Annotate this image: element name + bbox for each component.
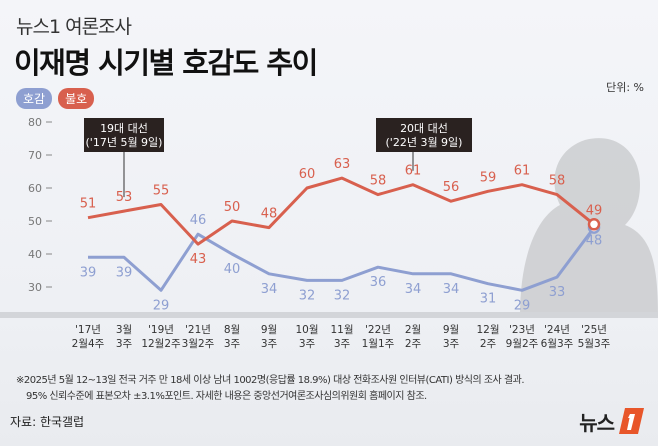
data-label: 39 xyxy=(80,265,97,280)
footnote-1: ※2025년 5월 12~13일 전국 거주 만 18세 이상 남녀 1002명… xyxy=(16,375,525,386)
kicker: 뉴스1 여론조사 xyxy=(16,16,132,38)
annotation-title: 20대 대선 xyxy=(400,122,448,135)
x-tick-label: '23년 xyxy=(509,324,535,336)
data-label: 56 xyxy=(443,180,460,195)
x-tick-label: '19년 xyxy=(148,324,174,336)
x-tick-label: 3주 xyxy=(224,338,241,350)
x-tick-label: 3주 xyxy=(443,338,460,350)
legend-favorable: 호감 xyxy=(16,88,53,109)
x-tick-label: 3주 xyxy=(261,338,278,350)
data-label: 58 xyxy=(370,174,387,189)
y-tick-label: 30 xyxy=(28,281,42,294)
data-label: 40 xyxy=(224,262,241,277)
y-tick-label: 50 xyxy=(28,215,42,228)
legend: 호감 불호 xyxy=(16,88,95,109)
data-label: 48 xyxy=(586,234,603,249)
data-label: 50 xyxy=(224,200,241,215)
x-tick-label: 2주 xyxy=(405,338,422,350)
x-tick-label: 3월2주 xyxy=(182,338,215,350)
unit-label: 단위: % xyxy=(606,81,644,94)
x-tick-label: '24년 xyxy=(544,324,570,336)
legend-unfavorable: 불호 xyxy=(58,88,95,109)
data-label: 61 xyxy=(514,164,531,179)
annotation-date: ('17년 5월 9일) xyxy=(86,135,163,149)
x-tick-label: 2주 xyxy=(480,338,497,350)
data-label: 53 xyxy=(116,190,133,205)
x-tick-label: 11월 xyxy=(330,324,353,336)
data-label: 49 xyxy=(586,203,603,218)
series-line-0 xyxy=(88,226,596,292)
series-line-1 xyxy=(87,176,595,246)
x-tick-label: 3월 xyxy=(116,324,132,336)
data-label: 55 xyxy=(153,184,170,199)
data-label: 34 xyxy=(405,282,422,297)
data-label: 63 xyxy=(334,157,351,172)
y-tick-label: 60 xyxy=(28,182,42,195)
data-label: 51 xyxy=(80,197,97,212)
y-tick-label: 40 xyxy=(28,248,42,261)
data-label: 29 xyxy=(514,298,531,313)
x-tick-label: 12월 xyxy=(476,324,499,336)
data-label: 36 xyxy=(370,275,387,290)
data-label: 61 xyxy=(405,164,422,179)
logo-text: 뉴스 xyxy=(579,410,615,435)
x-tick-label: 3주 xyxy=(299,338,316,350)
x-tick-label: 10월 xyxy=(295,324,318,336)
x-tick-label: 2월4주 xyxy=(72,338,105,350)
annotation-box xyxy=(84,118,164,152)
x-tick-label: 1월1주 xyxy=(362,338,395,350)
annotation-box xyxy=(376,118,472,152)
x-tick-label: 2월 xyxy=(405,324,421,336)
x-tick-label: 3주 xyxy=(116,338,133,350)
page-title: 이재명 시기별 호감도 추이 xyxy=(14,46,318,80)
data-label: 34 xyxy=(261,282,278,297)
x-tick-label: '21년 xyxy=(185,324,211,336)
data-label: 31 xyxy=(480,292,497,307)
x-tick-label: '17년 xyxy=(75,324,101,336)
data-point xyxy=(587,218,601,231)
x-axis-band xyxy=(0,312,658,318)
x-tick-label: 3주 xyxy=(334,338,351,350)
data-label: 39 xyxy=(116,265,133,280)
annotation-title: 19대 대선 xyxy=(100,122,148,135)
footnote-2: 95% 신뢰수준에 표본오차 ±3.1%포인트. 자세한 내용은 중앙선거여론조… xyxy=(26,391,427,402)
data-label: 29 xyxy=(153,298,170,313)
x-tick-label: 9월2주 xyxy=(506,338,539,350)
source: 자료: 한국갤럽 xyxy=(10,415,85,429)
data-label: 33 xyxy=(549,285,566,300)
x-tick-label: 5월3주 xyxy=(578,338,611,350)
logo-mark-icon xyxy=(619,408,644,434)
data-label: 48 xyxy=(261,207,278,222)
x-tick-label: 6월3주 xyxy=(541,338,574,350)
data-label: 58 xyxy=(549,174,566,189)
x-tick-label: 9월 xyxy=(261,324,277,336)
x-tick-label: '22년 xyxy=(365,324,391,336)
y-tick-label: 80 xyxy=(28,116,42,129)
data-label: 43 xyxy=(190,252,207,267)
data-label: 32 xyxy=(299,288,316,303)
x-tick-label: '25년 xyxy=(581,324,607,336)
news1-logo: 뉴스 xyxy=(579,406,646,436)
y-tick-label: 70 xyxy=(28,149,42,162)
data-label: 32 xyxy=(334,288,351,303)
data-label: 59 xyxy=(480,170,497,185)
data-label: 60 xyxy=(299,167,316,182)
x-tick-label: 9월 xyxy=(443,324,459,336)
x-tick-label: 12월2주 xyxy=(141,338,181,350)
annotation-date: ('22년 3월 9일) xyxy=(386,135,463,149)
x-tick-label: 8월 xyxy=(224,324,240,336)
data-label: 46 xyxy=(190,213,207,228)
data-label: 34 xyxy=(443,282,460,297)
